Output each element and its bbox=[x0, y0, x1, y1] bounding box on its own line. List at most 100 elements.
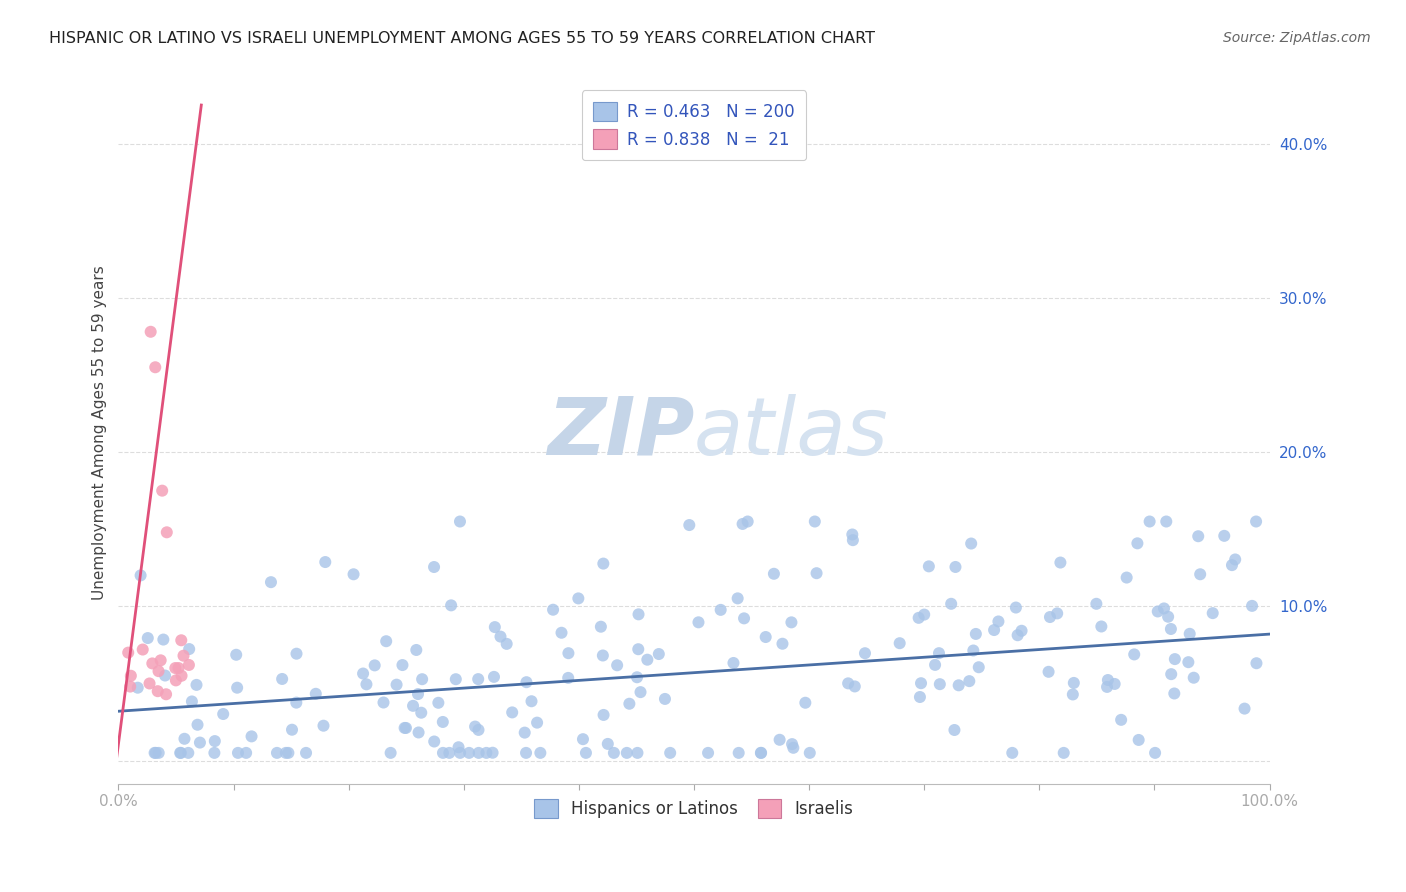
Point bbox=[853, 646, 876, 660]
Point bbox=[155, 687, 177, 701]
Point bbox=[226, 746, 249, 760]
Point bbox=[1039, 610, 1062, 624]
Text: atlas: atlas bbox=[695, 393, 889, 472]
Point bbox=[132, 642, 155, 657]
Point bbox=[188, 735, 211, 749]
Point bbox=[170, 669, 193, 683]
Point bbox=[749, 746, 772, 760]
Point bbox=[501, 706, 523, 720]
Point bbox=[515, 675, 537, 690]
Point bbox=[467, 672, 489, 686]
Point bbox=[1241, 599, 1264, 613]
Point bbox=[889, 636, 911, 650]
Point bbox=[363, 658, 385, 673]
Point bbox=[603, 746, 626, 760]
Point bbox=[405, 643, 427, 657]
Point bbox=[186, 678, 208, 692]
Point bbox=[146, 684, 169, 698]
Point bbox=[170, 633, 193, 648]
Point bbox=[423, 734, 446, 748]
Point bbox=[285, 696, 308, 710]
Point bbox=[180, 694, 202, 708]
Point bbox=[169, 746, 191, 760]
Point bbox=[484, 620, 506, 634]
Point bbox=[145, 746, 167, 760]
Point bbox=[513, 725, 536, 739]
Point bbox=[589, 620, 612, 634]
Point bbox=[148, 664, 170, 678]
Point bbox=[395, 721, 418, 735]
Point bbox=[837, 676, 859, 690]
Point bbox=[305, 687, 328, 701]
Point bbox=[912, 607, 935, 622]
Point bbox=[948, 678, 970, 692]
Point bbox=[439, 746, 461, 760]
Point bbox=[427, 696, 450, 710]
Point bbox=[373, 696, 395, 710]
Point bbox=[842, 533, 865, 548]
Point bbox=[962, 643, 984, 657]
Point bbox=[449, 746, 471, 760]
Point bbox=[575, 746, 598, 760]
Point bbox=[983, 623, 1005, 637]
Point bbox=[423, 560, 446, 574]
Legend: Hispanics or Latinos, Israelis: Hispanics or Latinos, Israelis bbox=[527, 792, 860, 824]
Point bbox=[285, 647, 308, 661]
Point bbox=[749, 746, 772, 760]
Point bbox=[464, 720, 486, 734]
Point bbox=[806, 566, 828, 581]
Point bbox=[794, 696, 817, 710]
Point bbox=[495, 637, 517, 651]
Point bbox=[432, 746, 454, 760]
Point bbox=[202, 746, 225, 760]
Point bbox=[567, 591, 589, 606]
Point bbox=[727, 591, 749, 606]
Point bbox=[727, 746, 749, 760]
Point bbox=[945, 560, 967, 574]
Point bbox=[1090, 619, 1112, 633]
Point bbox=[928, 677, 950, 691]
Point bbox=[117, 646, 139, 660]
Point bbox=[965, 627, 987, 641]
Point bbox=[733, 611, 755, 625]
Point bbox=[212, 706, 235, 721]
Point bbox=[1233, 701, 1256, 715]
Point bbox=[928, 646, 950, 660]
Point bbox=[541, 603, 564, 617]
Point bbox=[226, 681, 249, 695]
Point bbox=[165, 661, 187, 675]
Point bbox=[458, 746, 481, 760]
Point bbox=[924, 657, 946, 672]
Point bbox=[1225, 552, 1247, 566]
Point bbox=[1178, 627, 1201, 641]
Point bbox=[266, 746, 288, 760]
Point bbox=[411, 672, 433, 686]
Point bbox=[1126, 536, 1149, 550]
Point bbox=[150, 483, 173, 498]
Point bbox=[941, 597, 963, 611]
Point bbox=[156, 525, 179, 540]
Point bbox=[943, 723, 966, 737]
Point bbox=[1123, 648, 1146, 662]
Text: ZIP: ZIP bbox=[547, 393, 695, 472]
Point bbox=[179, 642, 201, 657]
Point bbox=[697, 746, 720, 760]
Point bbox=[391, 658, 413, 673]
Point bbox=[592, 707, 614, 722]
Point bbox=[475, 746, 498, 760]
Point bbox=[957, 674, 980, 689]
Point bbox=[177, 746, 200, 760]
Point bbox=[616, 746, 638, 760]
Point bbox=[688, 615, 710, 630]
Point bbox=[143, 746, 166, 760]
Point bbox=[312, 719, 335, 733]
Point bbox=[481, 746, 503, 760]
Point bbox=[654, 692, 676, 706]
Point bbox=[1189, 567, 1212, 582]
Point bbox=[375, 634, 398, 648]
Point bbox=[1220, 558, 1243, 573]
Point bbox=[165, 673, 187, 688]
Point bbox=[626, 670, 648, 684]
Point bbox=[987, 615, 1010, 629]
Point bbox=[1005, 600, 1028, 615]
